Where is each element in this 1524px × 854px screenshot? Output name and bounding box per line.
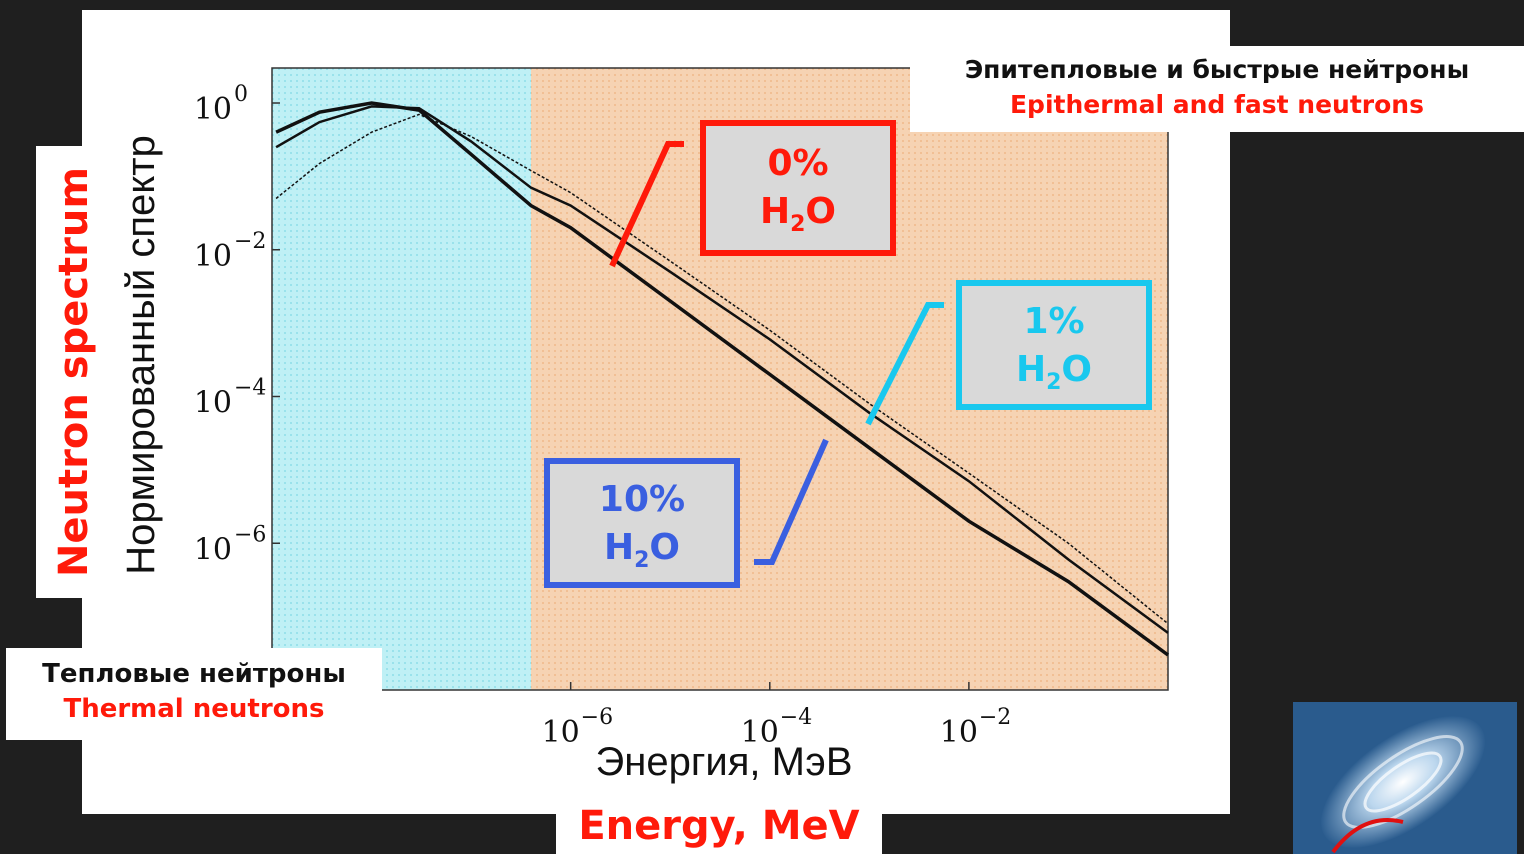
epithermal-label-en: Epithermal and fast neutrons [1009,90,1424,119]
x-axis-label-en-box: Energy, MeV [556,800,882,854]
callout-1-pct: 1% [1023,301,1085,342]
callout-2-formula: H2O [603,527,681,574]
plot-frame [271,67,1169,691]
x-tick-label: 10 [542,715,580,750]
callout-2-pct: 10% [598,479,686,520]
y-tick-exponent: −6 [234,522,266,547]
y-tick-exponent: 0 [234,82,248,107]
epithermal-label: Эпитепловые и быстрые нейтроны Epitherma… [910,46,1524,132]
y-tick-exponent: −2 [234,229,266,254]
galaxy-graphic [1293,702,1517,854]
x-tick-exponent: −4 [780,705,812,730]
thermal-label: Тепловые нейтроны Thermal neutrons [6,648,382,740]
series-line-10-h2o [275,101,1170,657]
y-tick-exponent: −4 [234,376,266,401]
y-axis-label-en: Neutron spectrum [51,166,97,578]
callout-1-percent-h2o: 1% H2O [956,280,1152,410]
x-axis-label-en: Energy, MeV [578,803,860,849]
leader-line-0 [609,141,684,268]
thermal-label-en: Thermal neutrons [63,694,325,724]
thermal-label-ru: Тепловые нейтроны [42,659,346,689]
series-line-0-h2o [275,113,1169,625]
y-tick-label: 10 [194,386,232,421]
y-tick-label: 10 [194,532,232,567]
x-tick-exponent: −6 [581,705,613,730]
x-axis-label-ru: Энергия, МэВ [595,740,852,784]
callout-0-formula: H2O [759,191,837,238]
callout-10-percent-h2o: 10% H2O [544,458,740,588]
callout-1-formula: H2O [1015,349,1093,396]
y-axis-label-ru: Нормированный спектр [119,135,163,575]
series-line-1-h2o [275,105,1169,634]
x-tick-label: 10 [940,715,978,750]
y-axis-label-en-box: Neutron spectrum [36,146,112,598]
x-tick-exponent: −2 [979,705,1011,730]
y-tick-label: 10 [194,92,232,127]
galaxy-image [1293,702,1517,854]
callout-0-pct: 0% [767,143,829,184]
thermal-region [272,68,532,690]
callout-0-percent-h2o: 0% H2O [700,120,896,256]
leader-line-1 [865,302,944,426]
epithermal-label-ru: Эпитепловые и быстрые нейтроны [964,55,1470,84]
y-tick-label: 10 [194,239,232,274]
leader-line-2 [754,438,829,565]
x-tick-label: 10 [741,715,779,750]
